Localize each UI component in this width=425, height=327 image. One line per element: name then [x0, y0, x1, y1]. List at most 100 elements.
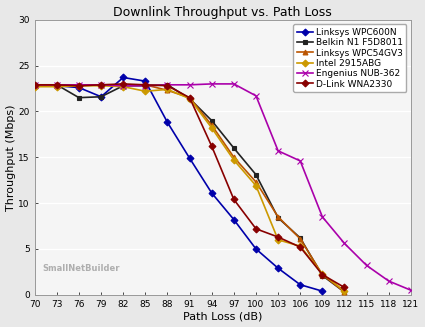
Belkin N1 F5D8011 [121, 84, 126, 88]
Linksys WPC54GV3 [76, 84, 82, 88]
Intel 2915ABG [253, 184, 258, 188]
Engenius NUB-362 [275, 149, 281, 153]
Engenius NUB-362 [231, 82, 236, 86]
D-Link WNA2330 [76, 84, 82, 88]
Linksys WPC600N [76, 86, 82, 90]
Intel 2915ABG [298, 244, 303, 248]
D-Link WNA2330 [253, 227, 258, 231]
Linksys WPC54GV3 [54, 84, 60, 88]
Engenius NUB-362 [32, 83, 37, 87]
Linksys WPC54GV3 [231, 155, 236, 159]
D-Link WNA2330 [165, 84, 170, 88]
Belkin N1 F5D8011 [76, 96, 82, 100]
D-Link WNA2330 [320, 273, 325, 277]
Engenius NUB-362 [408, 288, 414, 292]
Linksys WPC600N [165, 120, 170, 124]
Linksys WPC600N [253, 247, 258, 251]
Intel 2915ABG [143, 89, 148, 93]
Linksys WPC600N [298, 283, 303, 287]
Linksys WPC600N [320, 289, 325, 293]
Belkin N1 F5D8011 [143, 84, 148, 88]
Linksys WPC54GV3 [99, 83, 104, 87]
Engenius NUB-362 [342, 242, 347, 246]
Linksys WPC54GV3 [187, 96, 192, 100]
Engenius NUB-362 [165, 83, 170, 87]
D-Link WNA2330 [342, 285, 347, 289]
Engenius NUB-362 [364, 264, 369, 267]
Line: Belkin N1 F5D8011: Belkin N1 F5D8011 [32, 82, 347, 295]
Belkin N1 F5D8011 [342, 290, 347, 294]
Linksys WPC54GV3 [32, 84, 37, 88]
Belkin N1 F5D8011 [320, 274, 325, 278]
Line: Linksys WPC600N: Linksys WPC600N [32, 75, 325, 294]
Title: Downlink Throughput vs. Path Loss: Downlink Throughput vs. Path Loss [113, 6, 332, 19]
Linksys WPC54GV3 [298, 237, 303, 241]
Y-axis label: Throughput (Mbps): Throughput (Mbps) [6, 104, 16, 211]
Belkin N1 F5D8011 [32, 83, 37, 87]
Belkin N1 F5D8011 [298, 236, 303, 240]
X-axis label: Path Loss (dB): Path Loss (dB) [183, 311, 263, 321]
Intel 2915ABG [54, 85, 60, 89]
D-Link WNA2330 [143, 83, 148, 87]
Belkin N1 F5D8011 [209, 119, 214, 123]
Linksys WPC600N [121, 76, 126, 79]
Intel 2915ABG [187, 96, 192, 100]
Linksys WPC600N [99, 95, 104, 99]
Linksys WPC600N [54, 84, 60, 88]
Intel 2915ABG [99, 84, 104, 88]
Linksys WPC54GV3 [165, 88, 170, 92]
Engenius NUB-362 [209, 82, 214, 86]
Engenius NUB-362 [298, 159, 303, 163]
Linksys WPC54GV3 [253, 180, 258, 184]
Linksys WPC600N [187, 156, 192, 160]
Engenius NUB-362 [54, 83, 60, 87]
Intel 2915ABG [32, 85, 37, 89]
Line: Intel 2915ABG: Intel 2915ABG [32, 83, 347, 294]
D-Link WNA2330 [298, 245, 303, 249]
Linksys WPC600N [275, 266, 281, 270]
D-Link WNA2330 [209, 144, 214, 148]
Linksys WPC54GV3 [320, 273, 325, 277]
Engenius NUB-362 [143, 84, 148, 88]
Line: Engenius NUB-362: Engenius NUB-362 [31, 81, 414, 293]
Linksys WPC54GV3 [275, 215, 281, 219]
Engenius NUB-362 [386, 279, 391, 283]
Engenius NUB-362 [76, 83, 82, 87]
D-Link WNA2330 [54, 83, 60, 87]
Belkin N1 F5D8011 [187, 96, 192, 100]
Intel 2915ABG [275, 238, 281, 242]
Line: Linksys WPC54GV3: Linksys WPC54GV3 [32, 82, 347, 295]
Belkin N1 F5D8011 [253, 173, 258, 177]
Linksys WPC600N [231, 218, 236, 222]
Belkin N1 F5D8011 [275, 216, 281, 220]
Belkin N1 F5D8011 [231, 146, 236, 150]
Linksys WPC54GV3 [121, 84, 126, 88]
D-Link WNA2330 [187, 96, 192, 100]
Linksys WPC54GV3 [209, 123, 214, 127]
Engenius NUB-362 [253, 94, 258, 98]
Intel 2915ABG [165, 87, 170, 91]
Intel 2915ABG [76, 84, 82, 88]
Linksys WPC600N [32, 84, 37, 88]
Intel 2915ABG [231, 158, 236, 162]
Engenius NUB-362 [121, 84, 126, 88]
Engenius NUB-362 [320, 215, 325, 219]
D-Link WNA2330 [231, 198, 236, 201]
Legend: Linksys WPC600N, Belkin N1 F5D8011, Linksys WPC54GV3, Intel 2915ABG, Engenius NU: Linksys WPC600N, Belkin N1 F5D8011, Link… [293, 24, 406, 92]
Linksys WPC600N [209, 191, 214, 195]
D-Link WNA2330 [99, 83, 104, 87]
Belkin N1 F5D8011 [165, 83, 170, 87]
Text: SmallNetBuilder: SmallNetBuilder [42, 264, 120, 273]
Intel 2915ABG [209, 126, 214, 130]
Belkin N1 F5D8011 [54, 83, 60, 87]
Belkin N1 F5D8011 [99, 95, 104, 99]
Engenius NUB-362 [99, 83, 104, 87]
D-Link WNA2330 [275, 235, 281, 239]
D-Link WNA2330 [121, 82, 126, 86]
D-Link WNA2330 [32, 83, 37, 87]
Linksys WPC54GV3 [143, 83, 148, 87]
Intel 2915ABG [342, 289, 347, 293]
Intel 2915ABG [121, 85, 126, 89]
Linksys WPC54GV3 [342, 290, 347, 294]
Line: D-Link WNA2330: D-Link WNA2330 [32, 81, 347, 290]
